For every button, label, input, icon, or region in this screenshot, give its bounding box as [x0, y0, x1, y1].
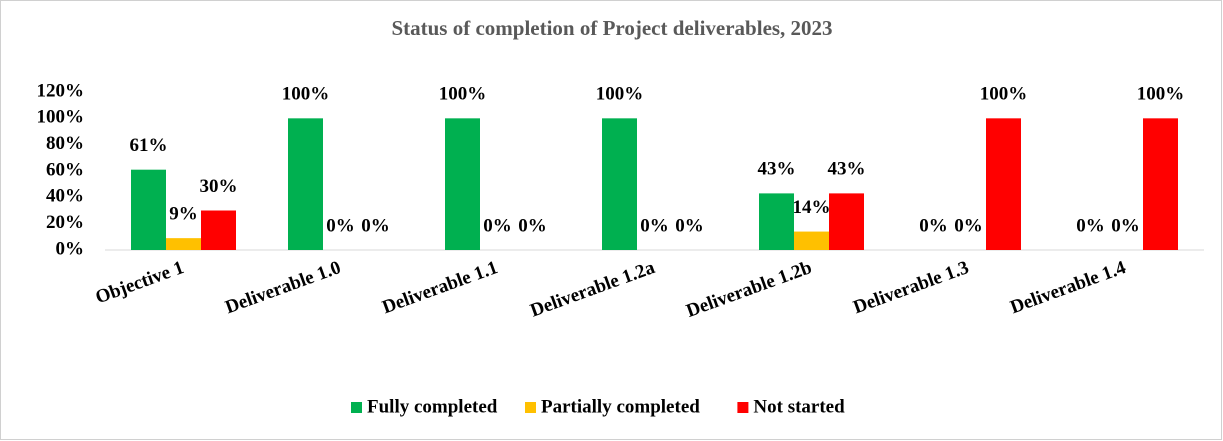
bar: [986, 118, 1021, 250]
legend-label: Fully completed: [367, 396, 498, 417]
bar: [445, 118, 480, 250]
data-label: 0%: [483, 215, 512, 236]
bar: [201, 210, 236, 250]
y-tick-label: 80%: [46, 133, 84, 154]
data-label: 9%: [169, 204, 198, 225]
data-label: 0%: [361, 215, 390, 236]
data-label: 0%: [518, 215, 547, 236]
data-label: 14%: [793, 197, 831, 218]
data-label: 61%: [130, 135, 168, 156]
y-tick-label: 40%: [46, 186, 84, 207]
y-tick-label: 120%: [37, 80, 85, 101]
bar: [759, 193, 794, 250]
legend-label: Not started: [753, 396, 845, 417]
chart-title: Status of completion of Project delivera…: [391, 16, 832, 40]
data-label: 0%: [919, 215, 948, 236]
data-label: 0%: [1111, 215, 1140, 236]
data-label: 0%: [954, 215, 983, 236]
data-label: 100%: [282, 84, 330, 105]
y-tick-label: 100%: [37, 107, 85, 128]
data-label: 30%: [200, 176, 238, 197]
legend-swatch: [351, 402, 362, 413]
data-label: 100%: [1137, 84, 1185, 105]
legend-swatch: [737, 402, 749, 413]
y-tick-label: 60%: [46, 159, 84, 180]
data-label: 0%: [640, 215, 669, 236]
bar: [602, 118, 637, 250]
legend-swatch: [525, 402, 536, 413]
y-tick-label: 20%: [46, 212, 84, 233]
y-tick-label: 0%: [56, 238, 85, 259]
bar: [288, 118, 323, 250]
data-label: 100%: [596, 84, 644, 105]
data-label: 100%: [980, 84, 1028, 105]
bar: [131, 169, 166, 250]
legend-label: Partially completed: [541, 396, 700, 417]
data-label: 0%: [1076, 215, 1105, 236]
data-label: 0%: [326, 215, 355, 236]
data-label: 100%: [439, 84, 487, 105]
bar: [794, 231, 829, 250]
bar: [1143, 118, 1178, 250]
data-label: 0%: [675, 215, 704, 236]
data-label: 43%: [758, 159, 796, 180]
bar: [166, 238, 201, 250]
data-label: 43%: [828, 159, 866, 180]
bar: [829, 193, 864, 250]
